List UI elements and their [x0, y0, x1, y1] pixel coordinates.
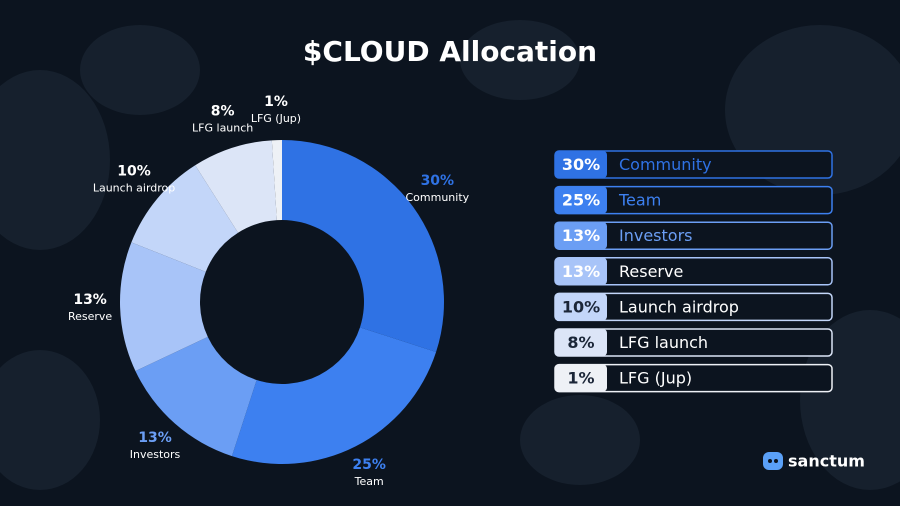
legend-swatch [555, 186, 607, 214]
brand-name: sanctum [788, 452, 865, 471]
donut-slice [282, 140, 444, 353]
legend-value: 30% [562, 155, 600, 174]
donut-slice [135, 336, 257, 457]
legend-label: Team [618, 191, 661, 210]
slice-category-label: Team [354, 475, 384, 488]
legend-item: 8% LFG launch [554, 328, 833, 357]
legend-swatch [555, 222, 607, 250]
slice-value-label: 30% [421, 173, 455, 189]
legend-value: 10% [562, 297, 600, 316]
slice-category-label: LFG launch [192, 121, 253, 134]
slice-category-label: Investors [130, 448, 181, 461]
chart-title: $CLOUD Allocation [303, 35, 597, 68]
legend-swatch [555, 293, 607, 321]
slice-value-label: 1% [264, 94, 288, 110]
legend-swatch [555, 329, 607, 356]
slice-value-label: 8% [211, 103, 235, 119]
legend-item: 13% Reserve [554, 257, 833, 286]
legend-value: 8% [567, 333, 594, 352]
legend-label: Community [619, 155, 712, 174]
donut-slice [271, 140, 282, 221]
slice-category-label: LFG (Jup) [251, 112, 301, 125]
legend-item: 30% Community [554, 150, 833, 179]
legend-label: LFG (Jup) [619, 369, 692, 388]
legend-label: Launch airdrop [619, 297, 739, 316]
brand-logo: sanctum [763, 452, 865, 471]
slice-category-label: Community [405, 191, 469, 204]
slice-value-label: 13% [138, 430, 172, 446]
slice-value-label: 13% [73, 292, 107, 308]
slice-category-label: Reserve [68, 310, 112, 323]
legend-value: 1% [567, 369, 594, 388]
legend-label: Investors [619, 226, 692, 245]
slice-category-label: Launch airdrop [93, 182, 175, 195]
slice-value-label: 25% [352, 457, 386, 473]
donut-slice [119, 242, 208, 371]
legend-item: 10% Launch airdrop [554, 292, 833, 322]
legend-value: 25% [562, 191, 600, 210]
donut-slice [195, 140, 277, 233]
brand-icon-eye [774, 459, 778, 463]
brand-icon [763, 452, 783, 470]
legend-swatch [555, 257, 607, 285]
legend-label: Reserve [619, 262, 683, 281]
legend-item: 13% Investors [554, 221, 833, 250]
legend-label: LFG launch [619, 333, 708, 352]
legend-swatch [555, 364, 607, 392]
donut-slice [131, 165, 239, 272]
legend-value: 13% [562, 262, 600, 281]
slice-value-label: 10% [117, 164, 151, 180]
legend-value: 13% [562, 226, 600, 245]
brand-icon-eye [768, 459, 772, 463]
legend-item: 1% LFG (Jup) [554, 363, 833, 393]
donut-slice [231, 327, 437, 465]
legend-item: 25% Team [554, 185, 833, 215]
legend-swatch [555, 151, 607, 178]
